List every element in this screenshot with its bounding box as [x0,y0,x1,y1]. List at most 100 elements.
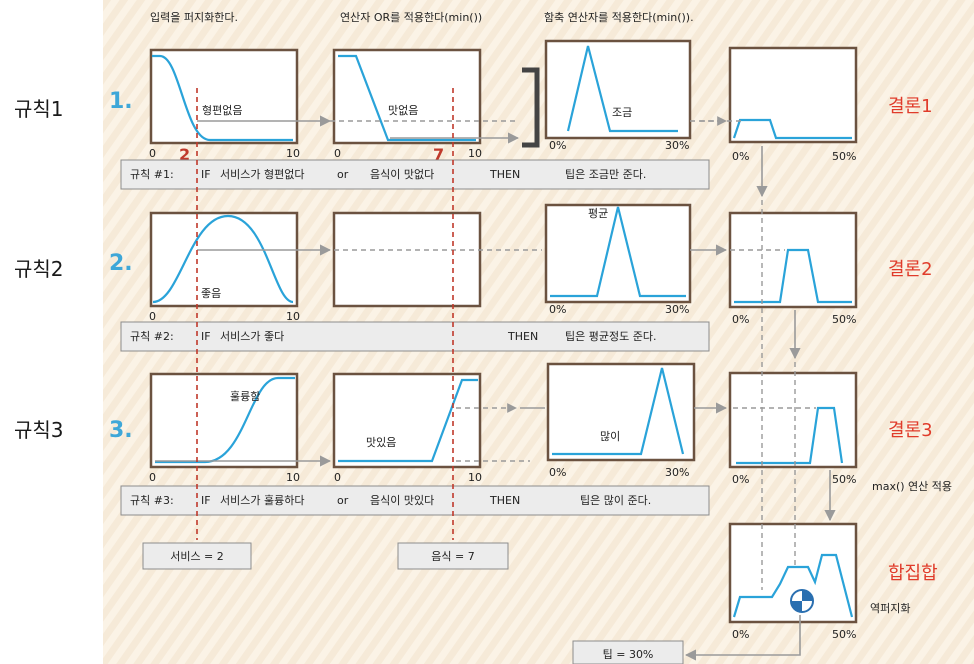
tick-tip-min-2: 0% [549,303,566,316]
food-delicious-plot [332,372,482,469]
tick-concl-max-3: 50% [832,473,856,486]
row-3: 훌륭함 맛있음 많이 [149,362,858,469]
service-poor-label: 형편없음 [202,104,242,117]
rule-3-then: THEN [489,494,520,507]
rule-number-3: 3. [109,418,133,443]
min-bracket [522,67,540,148]
tip-average-plot [544,203,692,304]
conclusion-2: 결론2 [888,259,933,280]
rule-2-then: THEN [507,330,538,343]
rule-1-cond1: 서비스가 형편없다 [220,168,304,181]
aggregate-label: 합집합 [888,563,938,584]
tick-service-max-1: 10 [286,147,300,160]
arrow-to-result [684,615,801,661]
rule-1-cond2: 음식이 맛없다 [370,168,434,181]
service-poor-curve [152,54,293,142]
tick-service-min-3: 0 [149,471,156,484]
service-poor-plot [149,48,299,145]
food-delicious-label: 맛있음 [366,436,396,449]
rule-number-1: 1. [109,89,133,114]
tick-food-min-3: 0 [334,471,341,484]
service-value-text: 서비스 = 2 [170,550,224,563]
tick-agg-min: 0% [732,628,749,641]
row-label-1: 규칙1 [14,97,64,121]
food-delicious-curve [338,378,478,463]
header-implication: 함축 연산자를 적용한다(min()). [544,11,694,24]
rule-3-id: 규칙 #3: [130,494,174,507]
food-value-text: 음식 = 7 [431,550,474,563]
tip-generous-plot [546,362,696,462]
service-good-label: 좋음 [201,287,221,300]
conclusion-2-curve [734,248,852,304]
rule-3-cond2: 음식이 맛있다 [370,494,434,507]
tip-cheap-label: 조금 [612,106,632,119]
rule-2-if: IF [201,330,211,343]
conclusion-1-plot [728,46,858,144]
food-rancid-label: 맛없음 [388,104,418,117]
tip-cheap-plot [544,39,692,140]
rule-2-cond1: 서비스가 좋다 [220,330,284,343]
rule-3-or: or [337,494,349,507]
conclusion-3: 결론3 [888,420,933,441]
tick-service-min-2: 0 [149,310,156,323]
service-good-plot [149,211,299,308]
tick-service-min-1: 0 [149,147,156,160]
food-empty-plot [332,211,482,308]
rule-1-id: 규칙 #1: [130,168,174,181]
food-rancid-plot [332,48,482,145]
conclusion-3-plot [728,371,858,469]
tip-result-text: 팁 = 30% [603,648,654,661]
row-label-3: 규칙3 [14,418,64,442]
tip-average-curve [550,206,686,298]
conclusion-1: 결론1 [888,96,933,117]
rule-1-result: 팁은 조금만 준다. [565,168,646,181]
rule-1-or: or [337,168,349,181]
tick-agg-max: 50% [832,628,856,641]
tick-service-max-2: 10 [286,310,300,323]
rule-3-cond1: 서비스가 훌륭하다 [220,493,304,507]
service-excellent-plot [149,372,299,469]
tick-concl-max-2: 50% [832,313,856,326]
tip-average-label: 평균 [588,207,608,220]
conclusion-3-curve [736,406,844,465]
tick-tip-max-3: 30% [665,466,689,479]
tick-tip-max-1: 30% [665,139,689,152]
conclusion-1-curve [732,118,852,140]
row-label-2: 규칙2 [14,257,64,281]
tip-generous-curve [552,367,685,456]
tick-food-max-3: 10 [468,471,482,484]
rule-3-result: 팁은 많이 준다. [580,494,651,507]
row-2: 좋음 평균 [149,203,858,309]
rule-number-2: 2. [109,251,133,276]
tick-food-min-1: 0 [334,147,341,160]
row-1: 형편없음 맛없음 조금 [149,39,858,148]
defuzz-label: 역퍼지화 [870,602,910,615]
conclusion-2-plot [728,211,858,309]
tick-concl-min-2: 0% [732,313,749,326]
max-operation-label: max() 연산 적용 [872,480,952,493]
rule-1-then: THEN [489,168,520,181]
rule-2-id: 규칙 #2: [130,330,174,343]
rule-3-band [120,485,710,516]
tick-food-max-1: 10 [468,147,482,160]
tip-cheap-curve [566,45,678,133]
tick-tip-max-2: 30% [665,303,689,316]
rule-2-result: 팁은 평균정도 준다. [565,330,656,343]
rule-2-band [120,321,710,352]
rule-1-if: IF [201,168,211,181]
tip-generous-label: 많이 [600,430,620,443]
tick-tip-min-1: 0% [549,139,566,152]
tick-concl-min-3: 0% [732,473,749,486]
rule-1-band [120,159,710,190]
rule-3-if: IF [201,494,211,507]
food-value-box [397,542,509,570]
service-value-box [142,542,252,570]
food-input-marker: 7 [433,145,444,164]
tick-concl-max-1: 50% [832,150,856,163]
tick-tip-min-3: 0% [549,466,566,479]
header-or-operator: 연산자 OR를 적용한다(min()) [340,11,482,24]
service-input-marker: 2 [179,145,190,164]
service-excellent-label: 훌륭함 [230,390,260,403]
service-good-curve [152,214,294,304]
